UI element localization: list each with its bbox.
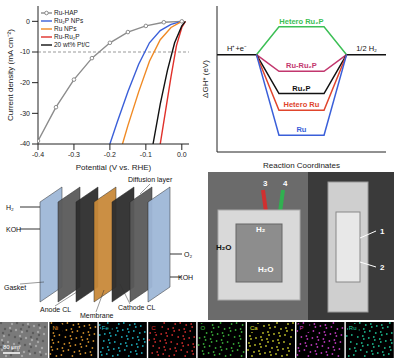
svg-text:Gasket: Gasket (4, 284, 26, 291)
svg-text:Diffusion layer: Diffusion layer (128, 176, 173, 184)
svg-text:KOH: KOH (178, 274, 193, 281)
svg-text:Membrane: Membrane (80, 312, 114, 319)
svg-text:H₂O: H₂O (258, 265, 274, 274)
svg-text:-30: -30 (20, 110, 30, 117)
svg-text:80 μm: 80 μm (3, 344, 20, 350)
svg-text:-10: -10 (20, 48, 30, 55)
svg-text:Anode CL: Anode CL (40, 306, 71, 313)
svg-text:-0.1: -0.1 (140, 151, 152, 158)
svg-text:KOH: KOH (6, 226, 21, 233)
svg-text:Fe: Fe (102, 325, 110, 331)
svg-text:Potential (V vs. RHE): Potential (V vs. RHE) (76, 163, 152, 172)
svg-text:H₂: H₂ (256, 225, 266, 234)
svg-text:Ca: Ca (250, 325, 258, 331)
svg-text:Hetero Ru₂P: Hetero Ru₂P (279, 17, 323, 26)
svg-text:Ni: Ni (52, 325, 58, 331)
svg-text:Hetero Ru: Hetero Ru (284, 100, 320, 109)
html-text:20 wt% Pt/C: 20 wt% Pt/C (54, 41, 90, 48)
svg-text:Ru: Ru (296, 125, 306, 134)
svg-text:-0.2: -0.2 (104, 151, 116, 158)
svg-text:Ru-Ru₂P: Ru-Ru₂P (286, 61, 317, 70)
svg-text:1: 1 (380, 227, 385, 236)
svg-text:0: 0 (26, 18, 30, 25)
svg-text:Ru: Ru (349, 325, 357, 331)
html-text:Ru NPs: Ru NPs (54, 25, 77, 32)
html-text:Ru₂P NPs: Ru₂P NPs (54, 17, 84, 24)
svg-text:H⁺+e⁻: H⁺+e⁻ (227, 44, 247, 53)
svg-text:O: O (201, 325, 206, 331)
svg-text:-40: -40 (20, 140, 30, 147)
svg-text:H₂O: H₂O (216, 243, 232, 252)
svg-text:0.0: 0.0 (177, 151, 187, 158)
html-text:Ru-HAP: Ru-HAP (54, 9, 78, 16)
svg-text:3: 3 (263, 179, 268, 188)
svg-text:ΔGH* (eV): ΔGH* (eV) (201, 60, 210, 98)
svg-text:H₂: H₂ (6, 204, 14, 211)
svg-text:Cathode CL: Cathode CL (118, 304, 155, 311)
svg-text:-0.4: -0.4 (32, 151, 44, 158)
svg-text:C: C (151, 325, 156, 331)
svg-text:4: 4 (283, 179, 288, 188)
svg-text:O₂: O₂ (184, 251, 192, 258)
svg-text:-0.3: -0.3 (68, 151, 80, 158)
html-text:Ru-Ru₂P: Ru-Ru₂P (54, 33, 80, 40)
svg-text:-20: -20 (20, 79, 30, 86)
svg-text:Current density (mA cm⁻²): Current density (mA cm⁻²) (6, 29, 15, 121)
svg-text:P: P (299, 325, 303, 331)
svg-text:Ru₂P: Ru₂P (292, 84, 310, 93)
svg-text:Reaction Coordinates: Reaction Coordinates (263, 161, 340, 170)
svg-text:2: 2 (380, 263, 385, 272)
svg-text:1/2 H₂: 1/2 H₂ (356, 44, 377, 53)
